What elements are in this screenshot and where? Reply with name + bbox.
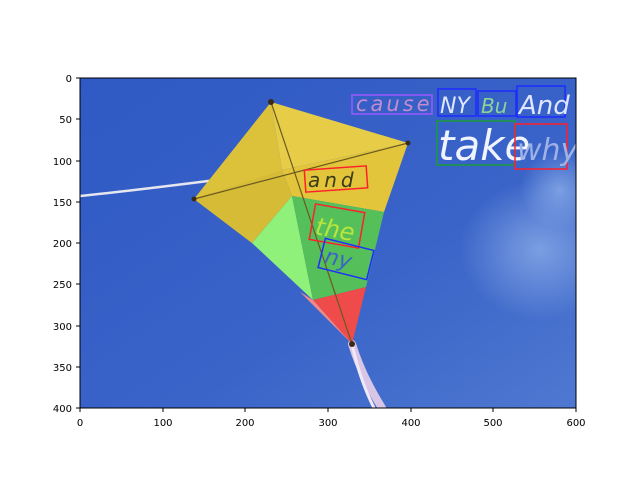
x-tick-label: 400 — [401, 418, 420, 429]
x-tick: 600 — [566, 408, 586, 429]
annotation-box — [477, 90, 517, 117]
annotation-words: cause NY Bu And take — [303, 85, 580, 281]
kite-panel-yellow-mid — [194, 170, 292, 243]
x-tick-label: 300 — [318, 418, 337, 429]
y-tick-label: 100 — [53, 157, 72, 168]
x-tick: 400 — [401, 408, 421, 429]
x-tick: 300 — [318, 408, 338, 429]
kite-panel-green-left — [252, 196, 313, 300]
kite-panel-pink — [300, 292, 352, 344]
annotation-box — [303, 165, 369, 193]
y-tick-label: 50 — [59, 115, 72, 126]
annotation-word: and — [303, 165, 369, 193]
annotation-word-text: NY — [440, 94, 471, 119]
x-tick: 200 — [235, 408, 255, 429]
y-axis: 0 50 100 150 200 250 300 350 400 — [53, 74, 80, 415]
kite-panel-yellow-top — [271, 102, 408, 170]
annotation-box — [516, 85, 566, 118]
y-tick-label: 300 — [53, 322, 72, 333]
kite-panel-red — [313, 287, 366, 344]
y-tick: 400 — [53, 404, 80, 415]
kite-tip — [268, 99, 274, 105]
annotation-word-text: why — [517, 133, 580, 168]
y-tick-label: 350 — [53, 363, 72, 374]
y-tick: 250 — [53, 280, 80, 291]
x-tick: 500 — [483, 408, 503, 429]
x-tick-label: 200 — [235, 418, 254, 429]
kite-tip — [191, 196, 197, 202]
y-tick: 350 — [53, 363, 80, 374]
annotation-word-text: Bu — [481, 94, 507, 118]
x-tick: 0 — [77, 408, 83, 429]
y-tick-label: 200 — [53, 239, 72, 250]
annotation-word-text: cause — [356, 92, 433, 116]
kite-spar — [193, 142, 409, 200]
x-tick: 100 — [153, 408, 173, 429]
annotation-word: NY — [437, 88, 477, 119]
y-tick-label: 0 — [66, 74, 72, 85]
kite-tail — [350, 343, 376, 408]
annotation-word-text: And — [517, 91, 570, 121]
photo: cause NY Bu And take — [80, 78, 580, 408]
y-tick-label: 400 — [53, 404, 72, 415]
annotation-box — [514, 123, 568, 170]
y-tick-label: 150 — [53, 198, 72, 209]
x-tick-label: 100 — [153, 418, 172, 429]
kite-panel-yellow-right — [282, 143, 408, 212]
y-tick: 200 — [53, 239, 80, 250]
x-axis: 0 100 200 300 400 500 600 — [77, 408, 586, 429]
x-tick-label: 600 — [566, 418, 585, 429]
x-tick-label: 0 — [77, 418, 83, 429]
y-tick: 100 — [53, 157, 80, 168]
annotation-word-text: and — [308, 168, 358, 192]
annotation-box — [437, 88, 477, 117]
annotation-box — [351, 94, 433, 115]
annotation-word: And — [516, 85, 570, 121]
x-tick-label: 500 — [483, 418, 502, 429]
cloud — [520, 150, 576, 230]
y-tick: 300 — [53, 322, 80, 333]
annotation-box — [308, 203, 366, 249]
kite — [191, 99, 411, 347]
kite-tip — [405, 140, 411, 146]
y-tick: 150 — [53, 198, 80, 209]
kite-tip — [349, 341, 355, 347]
annotation-word: Bu — [477, 90, 517, 118]
y-tick: 0 — [66, 74, 80, 85]
y-tick-label: 250 — [53, 280, 72, 291]
y-tick: 50 — [59, 115, 80, 126]
annotation-box — [317, 237, 375, 281]
kite-panel-green-right — [292, 196, 384, 300]
annotation-word: cause — [351, 92, 433, 116]
annotation-word: why — [514, 123, 580, 170]
